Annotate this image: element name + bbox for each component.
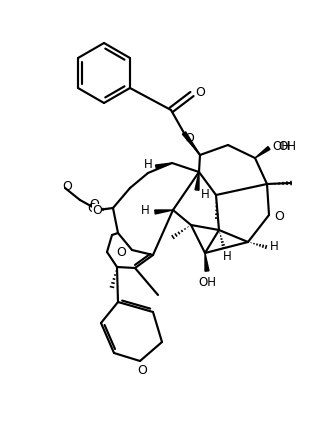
Polygon shape [155,210,173,214]
Text: H: H [223,250,231,263]
Text: H: H [144,159,152,172]
Text: H: H [270,241,278,254]
Text: O: O [274,210,284,223]
Text: O: O [92,203,102,216]
Text: O: O [184,131,194,144]
Polygon shape [255,146,270,158]
Text: H: H [201,187,209,200]
Text: H: H [140,203,149,216]
Polygon shape [205,253,209,271]
Polygon shape [156,163,172,169]
Text: O: O [89,198,99,212]
Text: O: O [195,86,205,99]
Text: OH: OH [198,276,216,289]
Polygon shape [182,132,200,155]
Text: O: O [116,245,126,258]
Text: O: O [62,181,72,194]
Polygon shape [195,172,199,190]
Text: OH: OH [272,140,290,152]
Text: OH: OH [278,140,296,152]
Text: O: O [137,365,147,378]
Text: O: O [87,201,97,215]
